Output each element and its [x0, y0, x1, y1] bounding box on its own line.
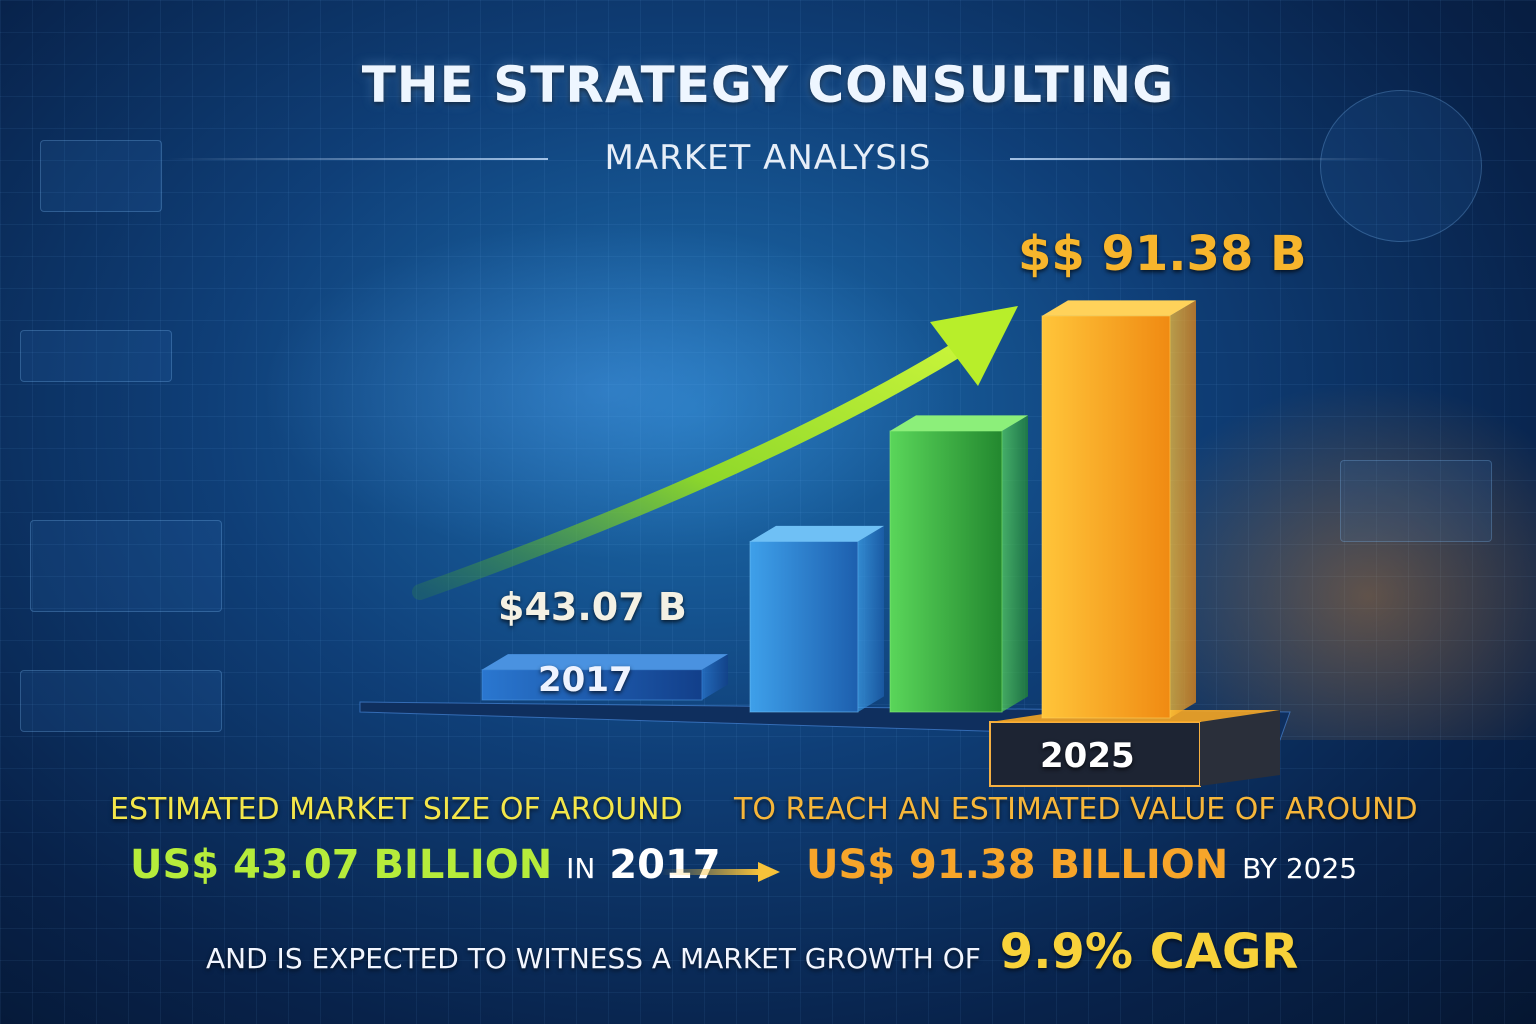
bar-top-2: [750, 525, 884, 542]
value-label-2017: $43.07 B: [498, 585, 687, 629]
caption-left-intro: ESTIMATED MARKET SIZE OF AROUND: [110, 792, 683, 827]
decorative-panel: [1340, 460, 1492, 542]
category-label-2017: 2017: [538, 660, 633, 700]
platform-block-2025-side: [1200, 710, 1280, 786]
decorative-panel: [40, 140, 162, 212]
bar-top-1: [482, 654, 728, 670]
value-label-2025: $$ 91.38 B: [1018, 226, 1307, 282]
caption-left-connector: IN: [566, 852, 596, 885]
category-label-2025: 2025: [1040, 736, 1135, 776]
growth-line: AND IS EXPECTED TO WITNESS A MARKET GROW…: [206, 924, 1298, 980]
caption-left-value-line: US$ 43.07 BILLION IN 2017: [130, 842, 721, 888]
bar-side-2: [858, 525, 884, 712]
page-title: THE STRATEGY CONSULTING: [361, 56, 1175, 114]
caption-left-year: 2017: [609, 842, 721, 888]
bar-side-3: [1002, 415, 1028, 712]
trend-arrow: [412, 340, 968, 600]
bar-side-4: [1170, 300, 1196, 718]
growth-text: AND IS EXPECTED TO WITNESS A MARKET GROW…: [206, 942, 981, 975]
caption-right-intro: TO REACH AN ESTIMATED VALUE OF AROUND: [734, 792, 1418, 827]
growth-value: 9.9% CAGR: [999, 924, 1299, 980]
bar-side-1: [702, 654, 728, 700]
bar-4: [1041, 315, 1171, 719]
world-map-graphic: [260, 220, 960, 560]
pie-chart-icon: [1320, 90, 1482, 242]
trend-arrowhead: [930, 306, 1018, 386]
bar-2: [749, 540, 859, 713]
decorative-panel: [20, 670, 222, 732]
caption-right-value-line: US$ 91.38 BILLION BY 2025: [806, 842, 1357, 888]
bar-top-3: [890, 415, 1028, 431]
bar-3: [889, 430, 1003, 713]
page-subtitle: MARKET ANALYSIS: [604, 138, 932, 178]
caption-left-value: US$ 43.07 BILLION: [130, 842, 553, 888]
subtitle-divider-right: [1010, 158, 1390, 160]
caption-right-connector: BY 2025: [1242, 852, 1358, 885]
caption-right-value: US$ 91.38 BILLION: [806, 842, 1229, 888]
decorative-panel: [30, 520, 222, 612]
subtitle-divider-left: [168, 158, 548, 160]
decorative-panel: [20, 330, 172, 382]
bar-1: [481, 669, 703, 701]
bar-top-4: [1042, 300, 1196, 316]
connector-arrow-icon: [660, 862, 780, 882]
